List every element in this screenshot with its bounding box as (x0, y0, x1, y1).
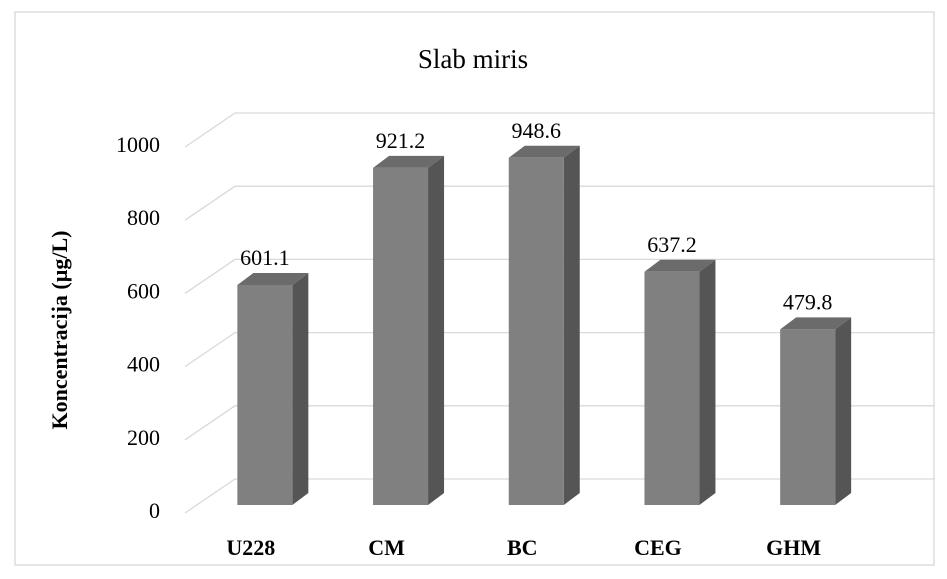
y-tick-label: 800 (127, 205, 160, 230)
grid-line (184, 258, 935, 294)
data-label: 921.2 (376, 128, 426, 153)
x-tick-label: CM (368, 535, 405, 560)
bar (644, 259, 716, 505)
bar-face (835, 317, 852, 505)
data-label: 637.2 (647, 232, 697, 257)
y-tick-label: 200 (127, 425, 160, 450)
bar (780, 317, 852, 505)
grid-line (184, 185, 935, 221)
bar-face (428, 155, 445, 505)
x-tick-label: CEG (634, 535, 682, 560)
bar-face (780, 329, 836, 505)
x-tick-label: GHM (766, 535, 821, 560)
x-tick-label: BC (507, 535, 538, 560)
y-axis-title: Koncentracija (µg/L) (47, 230, 72, 429)
bar-face (373, 167, 429, 505)
bar-face (644, 271, 700, 505)
grid-line (184, 112, 935, 148)
x-tick-label: U228 (226, 535, 275, 560)
bar-face (237, 272, 309, 285)
data-label: 479.8 (783, 289, 833, 314)
bar (373, 155, 445, 505)
bar-face (373, 155, 445, 168)
bar-face (292, 272, 309, 505)
bar (508, 145, 580, 506)
y-tick-label: 400 (127, 352, 160, 377)
bar-face (508, 145, 580, 158)
bar-face (644, 259, 716, 272)
bar-face (508, 157, 564, 506)
y-tick-label: 600 (127, 278, 160, 303)
chart-title: Slab miris (418, 44, 528, 74)
bar-face (780, 317, 852, 330)
data-label: 948.6 (512, 118, 562, 143)
y-tick-label: 1000 (116, 132, 160, 157)
y-tick-label: 0 (149, 498, 160, 523)
bar-face (237, 284, 293, 505)
bar-face (563, 145, 580, 506)
bar-face (699, 259, 716, 505)
bar (237, 272, 309, 505)
data-label: 601.1 (240, 245, 290, 270)
